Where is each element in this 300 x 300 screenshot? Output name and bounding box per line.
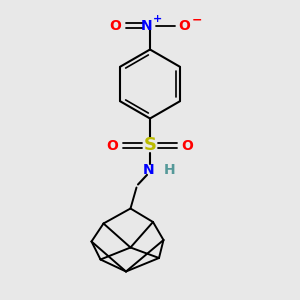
Text: N: N	[143, 163, 154, 176]
Text: O: O	[178, 19, 190, 32]
Text: −: −	[192, 13, 202, 26]
Text: O: O	[106, 139, 119, 152]
Text: N: N	[141, 19, 153, 32]
Text: H: H	[164, 163, 175, 176]
Text: +: +	[153, 14, 162, 25]
Text: S: S	[143, 136, 157, 154]
Text: O: O	[182, 139, 194, 152]
Text: O: O	[110, 19, 122, 32]
